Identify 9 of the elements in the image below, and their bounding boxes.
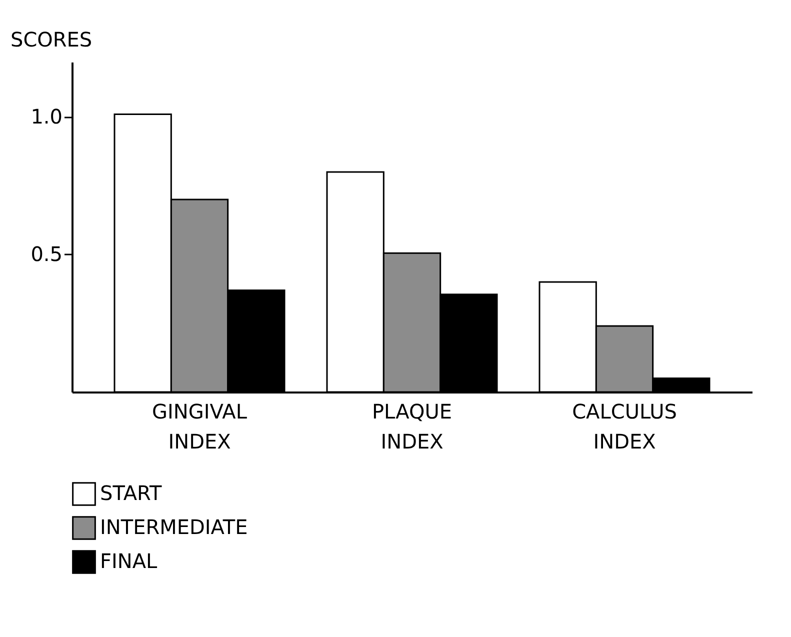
legend-label: FINAL: [100, 549, 158, 573]
y-tick-label: 0.5: [30, 242, 62, 266]
legend-label: INTERMEDIATE: [100, 515, 248, 539]
legend-label: START: [100, 481, 162, 505]
x-tick-label: GINGIVAL INDEX: [152, 400, 248, 454]
y-tick-label: 1.0: [30, 104, 62, 128]
x-tick-label: CALCULUS INDEX: [572, 400, 677, 454]
x-tick-label: PLAQUE INDEX: [372, 400, 452, 454]
y-axis-title: SCORES: [10, 28, 92, 52]
